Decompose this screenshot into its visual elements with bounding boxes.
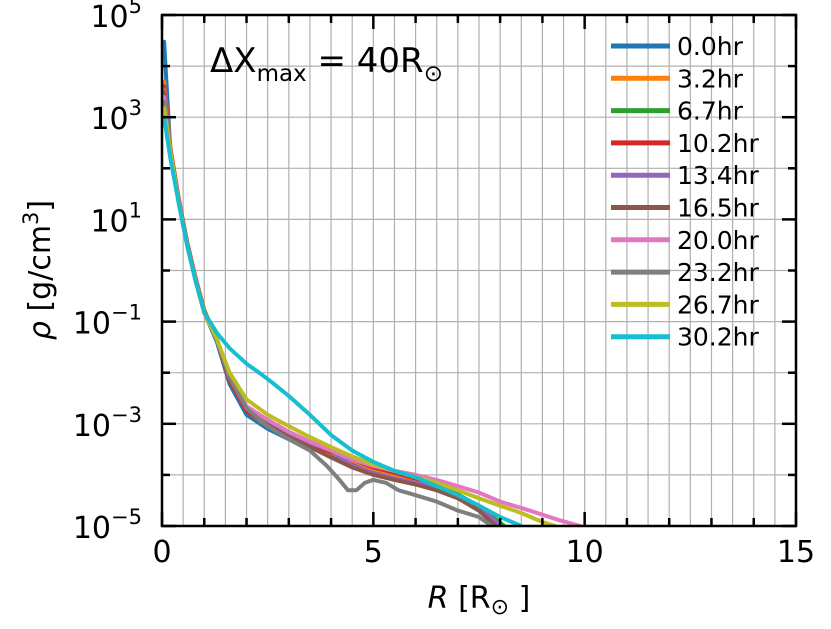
legend-entry: 26.7hr: [611, 290, 760, 319]
y-axis-label: ρ [g/cm3]: [19, 200, 58, 340]
y-tick-labels: 10−5 10−3 10−1 101 103 105: [73, 0, 142, 546]
x-tick-label: 5: [364, 535, 383, 570]
y-tick-label: 10−1: [73, 301, 142, 342]
legend-entry: 10.2hr: [611, 129, 760, 158]
legend-label: 16.5hr: [677, 194, 760, 223]
x-axis-label: R [R⊙ ]: [428, 581, 531, 620]
legend-entry: 16.5hr: [611, 194, 760, 223]
legend-label: 13.4hr: [677, 161, 760, 190]
legend-label: 30.2hr: [677, 323, 760, 352]
legend-entry: 23.2hr: [611, 258, 760, 287]
legend-label: 10.2hr: [677, 129, 760, 158]
annotation: ΔXmax = 40R⊙: [210, 41, 443, 87]
legend-label: 26.7hr: [677, 290, 760, 319]
legend-label: 0.0hr: [677, 32, 744, 61]
y-tick-label: 105: [90, 0, 142, 35]
legend-label: 6.7hr: [677, 97, 744, 126]
y-tick-label: 10−5: [73, 505, 142, 546]
series-line-30.2hr: [162, 115, 524, 526]
series-line-13.4hr: [162, 87, 503, 526]
series-lines: [162, 39, 583, 526]
series-line-16.5hr: [162, 90, 498, 526]
x-tick-label: 0: [152, 535, 171, 570]
x-tick-labels: 0 5 10 15: [152, 535, 815, 570]
legend-label: 20.0hr: [677, 226, 760, 255]
y-tick-label: 103: [90, 96, 142, 137]
legend-label: 23.2hr: [677, 258, 760, 287]
y-tick-label: 10−3: [73, 403, 142, 444]
legend-label: 3.2hr: [677, 64, 744, 93]
legend-entry: 13.4hr: [611, 161, 760, 190]
x-tick-label: 10: [566, 535, 604, 570]
series-line-23.2hr: [162, 99, 494, 526]
legend-entry: 30.2hr: [611, 323, 760, 352]
legend-entry: 20.0hr: [611, 226, 760, 255]
x-tick-label: 15: [777, 535, 815, 570]
y-tick-label: 101: [90, 198, 142, 239]
legend-entry: 3.2hr: [611, 64, 744, 93]
legend-entry: 6.7hr: [611, 97, 744, 126]
legend: 0.0hr 3.2hr 6.7hr 10.2hr 13.4hr 16.5hr 20.0hr 2…: [611, 32, 760, 352]
axis-ticks: [160, 13, 798, 528]
legend-entry: 0.0hr: [611, 32, 744, 61]
